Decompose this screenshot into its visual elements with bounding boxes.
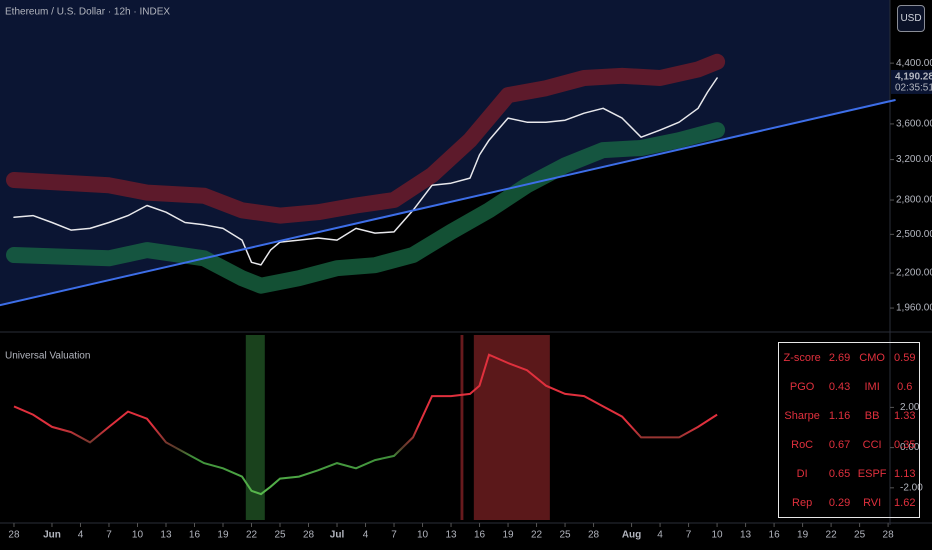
x-tick-label: 28 [883, 530, 895, 541]
table-row: PGO 0.43 IMI 0.6 [779, 372, 919, 401]
last-price-label: 4,190.28 [895, 72, 932, 83]
table-row: Sharpe 1.16 BB 1.33 [779, 401, 919, 430]
zone [245, 335, 265, 520]
table-cell: IMI [864, 380, 880, 393]
x-tick-label: 25 [559, 530, 571, 541]
x-tick-label: 10 [712, 530, 724, 541]
table-cell: 0.6 [897, 380, 913, 393]
y-tick-label: 2,800.00 [896, 195, 932, 206]
x-tick-label: Jul [330, 530, 345, 541]
table-cell: 0.65 [828, 467, 851, 480]
trend-line [0, 99, 896, 307]
metrics-table: Z-score 2.69 CMO 0.59 PGO 0.43 IMI 0.6 Sharpe 1.1… [778, 342, 920, 518]
x-tick-label: Jun [43, 530, 61, 541]
table-cell: 0.67 [828, 438, 851, 451]
x-tick-label: 25 [274, 530, 286, 541]
x-tick-label: 10 [132, 530, 144, 541]
table-cell: 1.13 [894, 467, 916, 480]
x-tick-label: 28 [8, 530, 20, 541]
zone [473, 335, 550, 520]
x-tick-label: 16 [769, 530, 781, 541]
x-tick-label: 13 [445, 530, 457, 541]
band [6, 53, 726, 224]
x-tick-label: 16 [189, 530, 201, 541]
y-tick-label: 4,400.00 [896, 58, 932, 69]
y-tick-label: 0.00 [900, 442, 920, 453]
x-tick-label: 10 [417, 530, 429, 541]
valuation-line [13, 353, 718, 496]
x-tick-label: 28 [588, 530, 600, 541]
table-row: Rep 0.29 RVI 1.62 [779, 488, 919, 517]
y-tick-label: 1,960.00 [896, 303, 932, 314]
table-cell: 0.35 [894, 438, 916, 451]
table-cell: Sharpe [784, 409, 820, 422]
table-cell: 1.16 [828, 409, 851, 422]
x-tick-label: 19 [797, 530, 809, 541]
x-tick-label: 13 [740, 530, 752, 541]
table-cell: 0.43 [828, 380, 851, 393]
x-tick-label: 22 [531, 530, 543, 541]
y-tick-label: 3,200.00 [896, 154, 932, 165]
table: Z-score 2.69 CMO 0.59 PGO 0.43 IMI 0.6 Sharpe 1.1… [779, 343, 919, 517]
x-tick-label: 22 [246, 530, 258, 541]
x-tick-label: 7 [106, 530, 112, 541]
table-cell: ESPF [857, 467, 887, 480]
symbol-title: Ethereum / U.S. Dollar · 12h · INDEX [5, 7, 170, 18]
table-cell: 1.62 [894, 496, 916, 509]
table-cell: Z-score [783, 351, 821, 364]
x-tick-label: 7 [391, 530, 397, 541]
table-cell: PGO [789, 380, 815, 393]
last-price-box [891, 69, 932, 94]
table-cell: DI [796, 467, 808, 480]
table-row: Z-score 2.69 CMO 0.59 [779, 343, 919, 372]
table-cell: RoC [791, 438, 814, 451]
table-cell: 2.69 [828, 351, 851, 364]
x-tick-label: Aug [622, 530, 641, 541]
price-line [13, 77, 718, 266]
y-tick-label: 3,600.00 [896, 119, 932, 130]
table-cell: BB [864, 409, 880, 422]
y-tick-label: 2,500.00 [896, 229, 932, 240]
x-tick-label: 13 [160, 530, 172, 541]
x-tick-label: 22 [826, 530, 838, 541]
y-tick-label: -2.00 [900, 482, 923, 493]
table-cell: RVI [863, 496, 882, 509]
x-tick-label: 7 [686, 530, 692, 541]
y-tick-label: 2,200.00 [896, 268, 932, 279]
table-cell: 0.29 [828, 496, 851, 509]
table-cell: CCI [862, 438, 882, 451]
table-cell: CMO [859, 351, 885, 364]
countdown: 02:35:51 [895, 83, 932, 94]
table-row: DI 0.65 ESPF 1.13 [779, 459, 919, 488]
currency-button[interactable]: USD [897, 5, 925, 32]
y-tick-label: 2.00 [900, 402, 920, 413]
x-tick-label: 4 [78, 530, 84, 541]
x-tick-label: 4 [657, 530, 663, 541]
table-cell: 0.59 [894, 351, 916, 364]
zone [460, 335, 464, 520]
x-tick-label: 28 [303, 530, 315, 541]
table-row: RoC 0.67 CCI 0.35 [779, 430, 919, 459]
x-tick-label: 16 [474, 530, 486, 541]
x-tick-label: 19 [502, 530, 514, 541]
x-tick-label: 4 [363, 530, 369, 541]
x-tick-label: 19 [217, 530, 229, 541]
table-cell: 1.33 [894, 409, 916, 422]
x-tick-label: 25 [854, 530, 866, 541]
indicator-title: Universal Valuation [5, 351, 90, 362]
band [6, 122, 726, 294]
table-cell: Rep [792, 496, 813, 509]
